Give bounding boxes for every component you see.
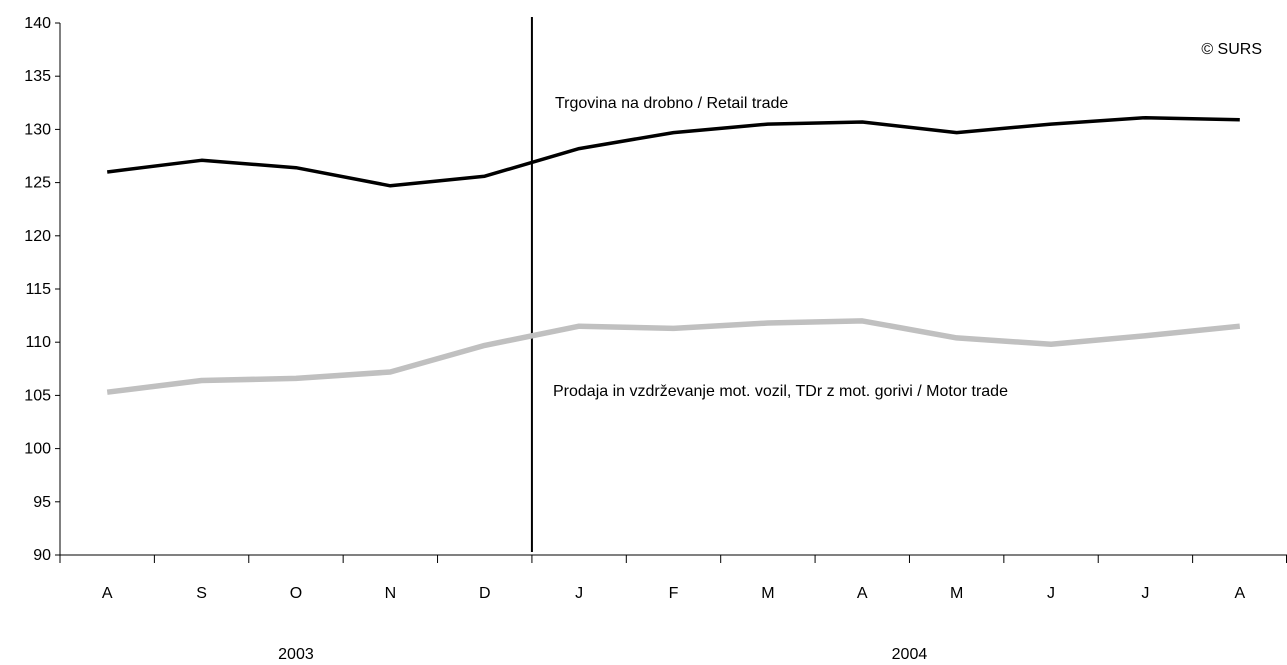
x-tick-label: J (575, 585, 583, 602)
x-tick-label: D (479, 585, 491, 602)
y-tick-label: 90 (33, 547, 51, 564)
y-tick-label: 140 (24, 15, 51, 32)
x-tick-label: A (1234, 585, 1245, 602)
y-tick-label: 95 (33, 494, 51, 511)
x-tick-label: J (1047, 585, 1055, 602)
y-tick-label: 100 (24, 441, 51, 458)
y-tick-label: 135 (24, 68, 51, 85)
y-axis: 90 95 100 105 110 115 120 125 130 135 140 (24, 15, 61, 564)
x-tick-label: S (196, 585, 207, 602)
x-tick-label: A (102, 585, 113, 602)
x-tick-label: A (857, 585, 868, 602)
year-label: 2004 (892, 646, 928, 663)
x-tick-label: O (290, 585, 302, 602)
series-layer (106, 115, 1241, 395)
x-tick-label: M (950, 585, 963, 602)
x-tick-label: J (1141, 585, 1149, 602)
y-tick-label: 110 (25, 334, 51, 351)
y-tick-label: 115 (25, 281, 51, 298)
series-line-retail-trade (106, 115, 1240, 188)
y-tick-label: 130 (24, 121, 51, 138)
series-label-motor-trade: Prodaja in vzdrževanje mot. vozil, TDr z… (553, 383, 1008, 400)
x-tick-label: N (385, 585, 397, 602)
x-axis: A S O N D J F M A M J J A 2003 2004 (59, 554, 1287, 663)
series-line-motor-trade (106, 318, 1241, 395)
series-label-retail-trade: Trgovina na drobno / Retail trade (555, 95, 788, 112)
x-tick-label: F (669, 585, 679, 602)
series-labels: Trgovina na drobno / Retail trade Prodaja… (553, 95, 1008, 400)
year-label: 2003 (278, 646, 314, 663)
copyright-label: © SURS (1201, 41, 1262, 58)
y-tick-label: 120 (24, 228, 51, 245)
x-tick-label: M (761, 585, 774, 602)
y-tick-label: 105 (24, 387, 51, 404)
y-tick-label: 125 (24, 175, 51, 192)
